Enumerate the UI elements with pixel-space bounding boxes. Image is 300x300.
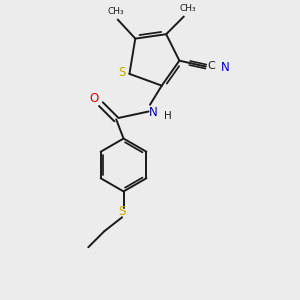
Text: O: O: [90, 92, 99, 105]
Text: CH₃: CH₃: [179, 4, 196, 13]
Text: N: N: [220, 61, 229, 74]
Text: S: S: [118, 66, 126, 79]
Text: N: N: [148, 106, 157, 118]
Text: H: H: [164, 111, 172, 121]
Text: CH₃: CH₃: [108, 7, 124, 16]
Text: S: S: [118, 206, 126, 218]
Text: C: C: [207, 61, 215, 71]
